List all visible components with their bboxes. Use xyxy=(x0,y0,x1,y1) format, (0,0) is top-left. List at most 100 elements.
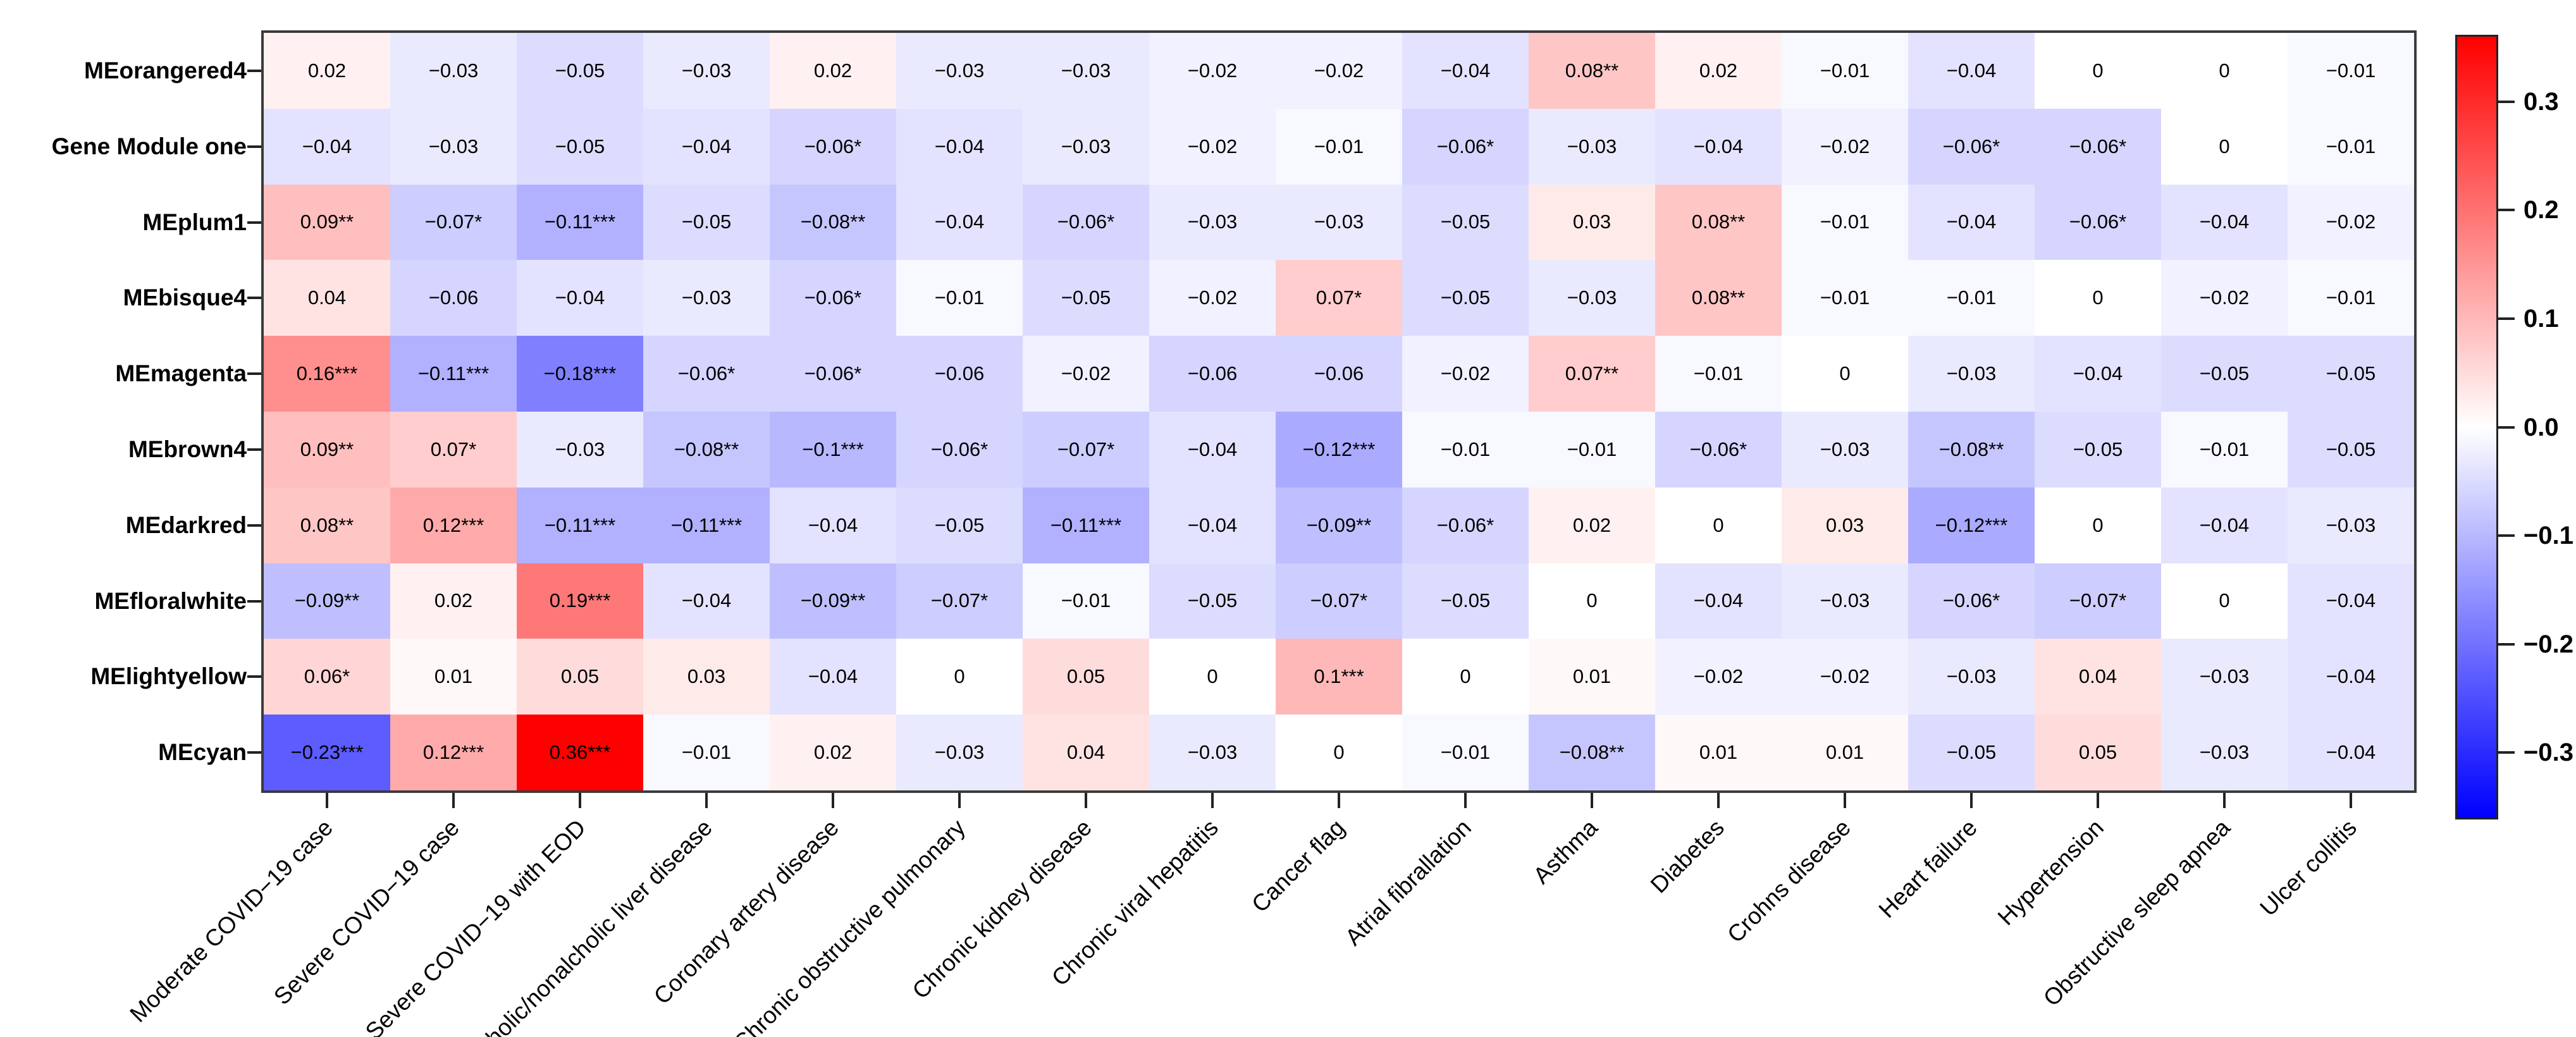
heatmap-cell: −0.05 xyxy=(2161,336,2288,412)
heatmap-cell: −0.03 xyxy=(1023,108,1149,185)
row-label: MEbisque4 xyxy=(123,285,247,311)
heatmap-cell: −0.02 xyxy=(2161,260,2288,336)
colorbar-tick-label: −0.2 xyxy=(2524,630,2573,658)
colorbar-tick xyxy=(2498,317,2515,320)
heatmap-cell: −0.04 xyxy=(1402,33,1529,109)
heatmap-cell: 0 xyxy=(2035,487,2161,563)
colorbar-tick xyxy=(2498,100,2515,103)
heatmap-cell: −0.06* xyxy=(2035,108,2161,185)
heatmap-cell: −0.03 xyxy=(2288,487,2414,563)
row-label: MEdarkred xyxy=(125,512,247,538)
heatmap-cell: −0.11*** xyxy=(643,487,770,563)
heatmap-cell: −0.09** xyxy=(264,563,390,639)
y-axis-tick xyxy=(247,599,261,603)
heatmap-cell: −0.06* xyxy=(770,336,896,412)
heatmap-cell: −0.01 xyxy=(643,715,770,790)
heatmap-cell: −0.05 xyxy=(1402,260,1529,336)
heatmap-cell: −0.04 xyxy=(2288,639,2414,715)
heatmap-cell: 0.04 xyxy=(264,260,390,336)
heatmap-cell: −0.05 xyxy=(896,487,1023,563)
heatmap-cell: −0.08** xyxy=(1908,412,2035,488)
heatmap-cell: 0 xyxy=(1655,487,1782,563)
heatmap-cell: 0 xyxy=(1149,639,1276,715)
heatmap-cell: 0.05 xyxy=(2035,715,2161,790)
y-axis-tick xyxy=(247,675,261,678)
heatmap-cell: −0.06* xyxy=(770,260,896,336)
y-axis-tick xyxy=(247,524,261,527)
heatmap-cell: 0.01 xyxy=(1782,715,1908,790)
colorbar-tick-label: 0.1 xyxy=(2524,304,2559,333)
heatmap-cell: 0.03 xyxy=(643,639,770,715)
x-axis-tick xyxy=(579,793,581,808)
heatmap-cell: −0.04 xyxy=(2288,715,2414,790)
heatmap-cell: −0.18*** xyxy=(517,336,643,412)
heatmap-cell: −0.04 xyxy=(1149,487,1276,563)
heatmap-cell: −0.05 xyxy=(517,108,643,185)
heatmap-cell: −0.12*** xyxy=(1908,487,2035,563)
x-axis-tick xyxy=(2350,793,2352,808)
y-axis-tick xyxy=(247,221,261,224)
heatmap-cell: −0.04 xyxy=(264,108,390,185)
heatmap-cell: −0.02 xyxy=(1276,33,1402,109)
heatmap-cell: −0.08** xyxy=(770,184,896,261)
heatmap-cell: −0.02 xyxy=(1149,260,1276,336)
heatmap-cell: −0.01 xyxy=(896,260,1023,336)
colorbar-tick-label: −0.3 xyxy=(2524,739,2573,767)
heatmap-cell: −0.03 xyxy=(1908,336,2035,412)
heatmap-cell: −0.03 xyxy=(643,33,770,109)
heatmap-cell: −0.06* xyxy=(1655,412,1782,488)
heatmap-cell: −0.23*** xyxy=(264,715,390,790)
heatmap-cell: −0.03 xyxy=(1529,108,1655,185)
x-axis-tick xyxy=(1464,793,1467,808)
row-label: MEmagenta xyxy=(115,360,247,387)
x-axis-tick xyxy=(452,793,455,808)
row-label: MEplum1 xyxy=(142,209,247,235)
x-axis-tick xyxy=(2223,793,2226,808)
heatmap-cell: 0.03 xyxy=(1782,487,1908,563)
heatmap-cell: −0.11*** xyxy=(517,184,643,261)
heatmap-cell: −0.03 xyxy=(1023,33,1149,109)
heatmap-cell: −0.05 xyxy=(2288,336,2414,412)
heatmap-cell: 0.01 xyxy=(390,639,517,715)
heatmap-cell: −0.02 xyxy=(1149,108,1276,185)
heatmap-cell: 0.04 xyxy=(2035,639,2161,715)
heatmap-cell: 0.02 xyxy=(264,33,390,109)
heatmap-cell: −0.05 xyxy=(1402,563,1529,639)
colorbar-tick-label: 0.2 xyxy=(2524,196,2559,224)
heatmap-cell: −0.01 xyxy=(2288,108,2414,185)
heatmap-cell: −0.04 xyxy=(1908,184,2035,261)
heatmap-cell: 0 xyxy=(2161,563,2288,639)
heatmap-cell: −0.02 xyxy=(1149,33,1276,109)
heatmap-cell: 0.07* xyxy=(1276,260,1402,336)
heatmap-cell: −0.05 xyxy=(517,33,643,109)
x-axis-tick xyxy=(1717,793,1720,808)
x-axis-tick xyxy=(326,793,328,808)
colorbar-tick xyxy=(2498,426,2515,429)
heatmap-cell: −0.06* xyxy=(896,412,1023,488)
heatmap-cell: 0.02 xyxy=(770,33,896,109)
colorbar-gradient xyxy=(2457,37,2496,818)
y-axis-tick xyxy=(247,372,261,376)
heatmap-cell: −0.04 xyxy=(1908,33,2035,109)
heatmap-cell: −0.01 xyxy=(1529,412,1655,488)
heatmap-cell: 0.08** xyxy=(1655,260,1782,336)
heatmap-cell: 0 xyxy=(2161,33,2288,109)
heatmap-cell: −0.04 xyxy=(770,639,896,715)
heatmap-cell: 0 xyxy=(2035,33,2161,109)
heatmap-cell: 0 xyxy=(896,639,1023,715)
colorbar-tick xyxy=(2498,534,2515,537)
heatmap-cell: 0.01 xyxy=(1655,715,1782,790)
x-axis-tick xyxy=(1970,793,1973,808)
heatmap-cell: −0.06* xyxy=(1908,563,2035,639)
colorbar xyxy=(2455,35,2498,819)
heatmap-grid: 0.02 −0.03 −0.05 −0.03 0.02 −0.03 −0.03 −0.02 −0… xyxy=(261,30,2417,793)
heatmap-cell: −0.03 xyxy=(390,108,517,185)
heatmap-cell: 0.1*** xyxy=(1276,639,1402,715)
x-axis-tick xyxy=(832,793,834,808)
heatmap-cell: −0.1*** xyxy=(770,412,896,488)
x-axis-tick xyxy=(1338,793,1340,808)
heatmap-cell: −0.02 xyxy=(1023,336,1149,412)
heatmap-cell: −0.04 xyxy=(1149,412,1276,488)
heatmap-cell: −0.11*** xyxy=(390,336,517,412)
